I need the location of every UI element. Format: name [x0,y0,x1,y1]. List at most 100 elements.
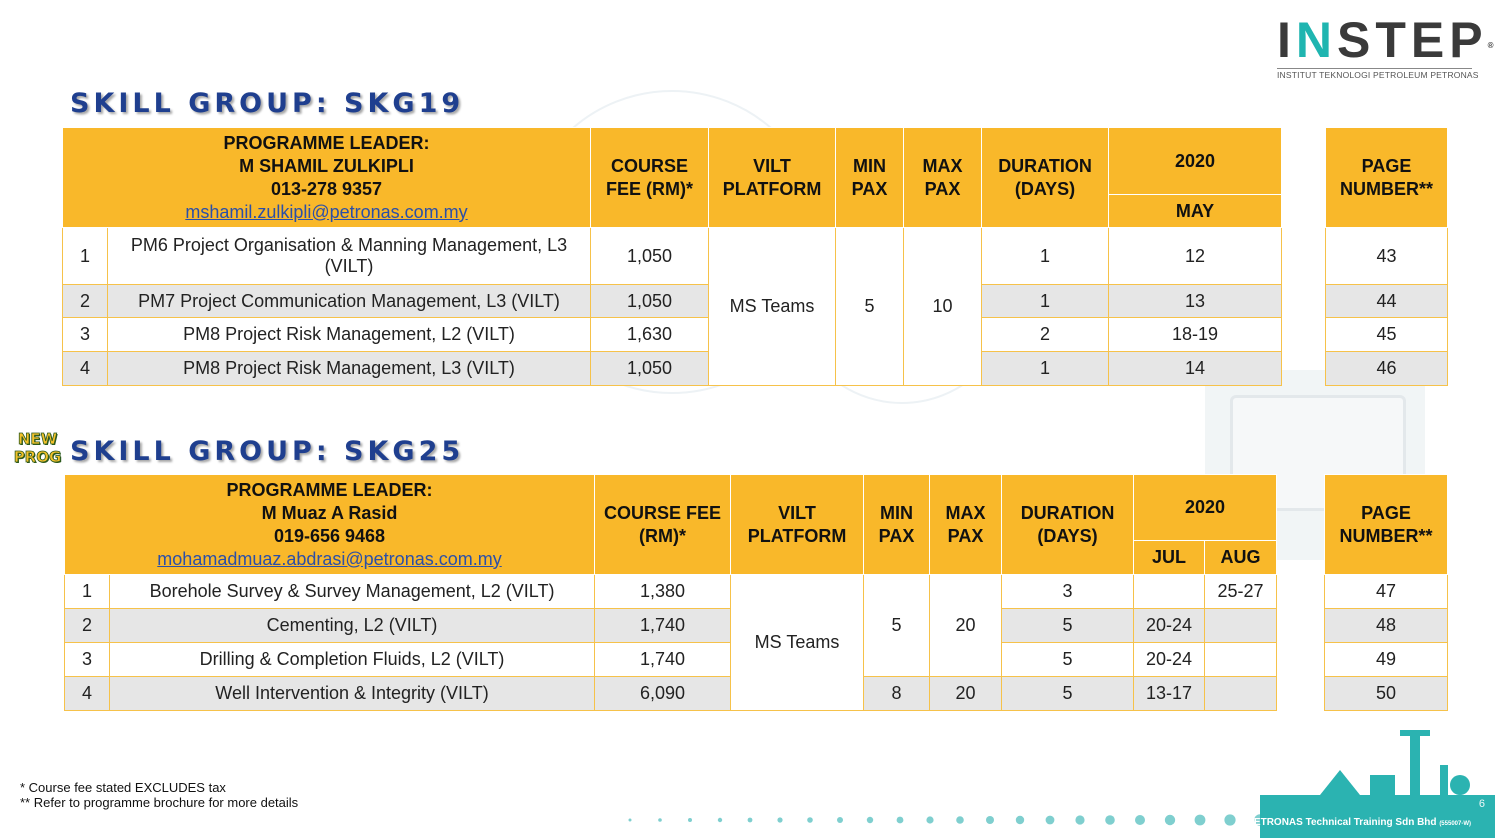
section-title-skg19: SKILL GROUP: SKG19 [70,88,465,119]
logo-subtitle: INSTITUT TEKNOLOGI PETROLEUM PETRONAS [1277,68,1479,80]
page-number: 6 [1478,798,1485,810]
course-title: PM6 Project Organisation & Manning Manag… [106,227,592,285]
table-row: 3 PM8 Project Risk Management, L2 (VILT)… [62,317,1283,352]
course-title: Drilling & Completion Fluids, L2 (VILT) [108,642,596,677]
page-number-cell: 44 [1325,284,1448,318]
leader-label: PROGRAMME LEADER: [226,479,433,500]
page-number-cell: 50 [1324,676,1448,711]
course-title: Well Intervention & Integrity (VILT) [108,676,596,711]
month-header-aug: AUG [1204,540,1278,575]
duration-cell: 5 [1001,676,1135,711]
table-row: 1 Borehole Survey & Survey Management, L… [64,574,1278,711]
page-number-table-skg19: PAGE NUMBER** 43 44 45 46 [1325,127,1448,386]
table-row: 1 PM6 Project Organisation & Manning Man… [62,227,1283,386]
month-header-jul: JUL [1133,540,1206,575]
leader-phone: 019-656 9468 [273,525,386,546]
max-pax-cell: 10 [903,227,983,386]
min-pax-header: MIN PAX [863,474,931,575]
course-fee: 1,050 [590,351,710,386]
badge-line: NEW [17,430,58,449]
row-number: 4 [64,676,110,711]
row-number: 3 [62,317,108,352]
footnote-brochure: ** Refer to programme brochure for more … [20,795,299,810]
row-number: 1 [64,574,110,609]
duration-header: DURATION (DAYS) [1001,474,1135,575]
duration-cell: 1 [981,351,1110,386]
schedule-table-skg19: PROGRAMME LEADER: M SHAMIL ZULKIPLI 013-… [61,127,1283,386]
programme-leader-header: PROGRAMME LEADER: M SHAMIL ZULKIPLI 013-… [61,127,592,228]
duration-cell: 3 [1001,574,1135,609]
date-cell-aug [1204,608,1278,643]
duration-header: DURATION (DAYS) [981,127,1110,228]
date-cell: 18-19 [1108,317,1283,352]
section-title-skg25: SKILL GROUP: SKG25 [70,436,465,467]
course-fee: 1,380 [594,574,732,609]
date-cell-jul [1133,574,1206,609]
instep-logo: INSTEP® INSTITUT TEKNOLOGI PETROLEUM PET… [1277,14,1494,80]
row-number: 2 [64,608,110,643]
min-pax-cell: 8 [863,676,931,711]
duration-cell: 1 [981,227,1110,285]
vilt-platform-header: VILT PLATFORM [730,474,865,575]
course-title: Cementing, L2 (VILT) [108,608,596,643]
table-row: 2 Cementing, L2 (VILT) 1,740 5 20-24 [64,608,1278,643]
schedule-table-skg25: PROGRAMME LEADER: M Muaz A Rasid 019-656… [63,474,1278,711]
registered-mark: ® [1488,41,1495,50]
company-reg-no: (555007-W) [1439,821,1471,827]
table-row: 4 PM8 Project Risk Management, L3 (VILT)… [62,351,1283,386]
company-name: PETRONAS Technical Training Sdn Bhd [1247,817,1437,828]
new-programme-badge: NEW PROG [10,430,65,467]
course-fee: 6,090 [594,676,732,711]
leader-phone: 013-278 9357 [270,178,383,199]
row-number: 3 [64,642,110,677]
page-number-header: PAGE NUMBER** [1325,127,1448,228]
page-number-cell: 46 [1325,351,1448,386]
max-pax-header: MAX PAX [929,474,1003,575]
table-row: 3 Drilling & Completion Fluids, L2 (VILT… [64,642,1278,677]
leader-email-link[interactable]: mshamil.zulkipli@petronas.com.my [185,201,468,222]
date-cell-jul: 20-24 [1133,642,1206,677]
page-number-cell: 49 [1324,642,1448,677]
duration-cell: 1 [981,284,1110,318]
page-number-cell: 43 [1325,227,1448,285]
course-fee-header: COURSE FEE (RM)* [594,474,732,575]
year-header: 2020 [1133,474,1278,541]
oil-rig-illustration [1260,730,1495,838]
course-fee: 1,740 [594,608,732,643]
max-pax-header: MAX PAX [903,127,983,228]
footnote-fee: * Course fee stated EXCLUDES tax [20,780,226,795]
date-cell-aug [1204,676,1278,711]
date-cell-jul: 20-24 [1133,608,1206,643]
course-title: PM8 Project Risk Management, L3 (VILT) [106,351,592,386]
leader-email-link[interactable]: mohamadmuaz.abdrasi@petronas.com.my [157,548,502,569]
year-header: 2020 [1108,127,1283,195]
date-cell: 14 [1108,351,1283,386]
duration-cell: 5 [1001,642,1135,677]
platform-cell: MS Teams [730,574,865,711]
date-cell: 12 [1108,227,1283,285]
course-fee: 1,050 [590,284,710,318]
course-title: Borehole Survey & Survey Management, L2 … [108,574,596,609]
page-number-cell: 45 [1325,317,1448,352]
page-number-cell: 48 [1324,608,1448,643]
course-title: PM7 Project Communication Management, L3… [106,284,592,318]
table-row: 2 PM7 Project Communication Management, … [62,284,1283,318]
month-header-may: MAY [1108,194,1283,228]
course-fee: 1,630 [590,317,710,352]
course-fee-header: COURSE FEE (RM)* [590,127,710,228]
vilt-platform-header: VILT PLATFORM [708,127,837,228]
course-title: PM8 Project Risk Management, L2 (VILT) [106,317,592,352]
row-number: 2 [62,284,108,318]
leader-name: M SHAMIL ZULKIPLI [239,155,414,176]
logo-letters: STEP [1337,12,1488,68]
min-pax-header: MIN PAX [835,127,905,228]
max-pax-cell: 20 [929,574,1003,677]
page-number-cell: 47 [1324,574,1448,609]
date-cell-aug [1204,642,1278,677]
min-pax-cell: 5 [835,227,905,386]
course-fee: 1,740 [594,642,732,677]
max-pax-cell: 20 [929,676,1003,711]
decorative-dots [628,814,1296,826]
duration-cell: 5 [1001,608,1135,643]
min-pax-cell: 5 [863,574,931,677]
